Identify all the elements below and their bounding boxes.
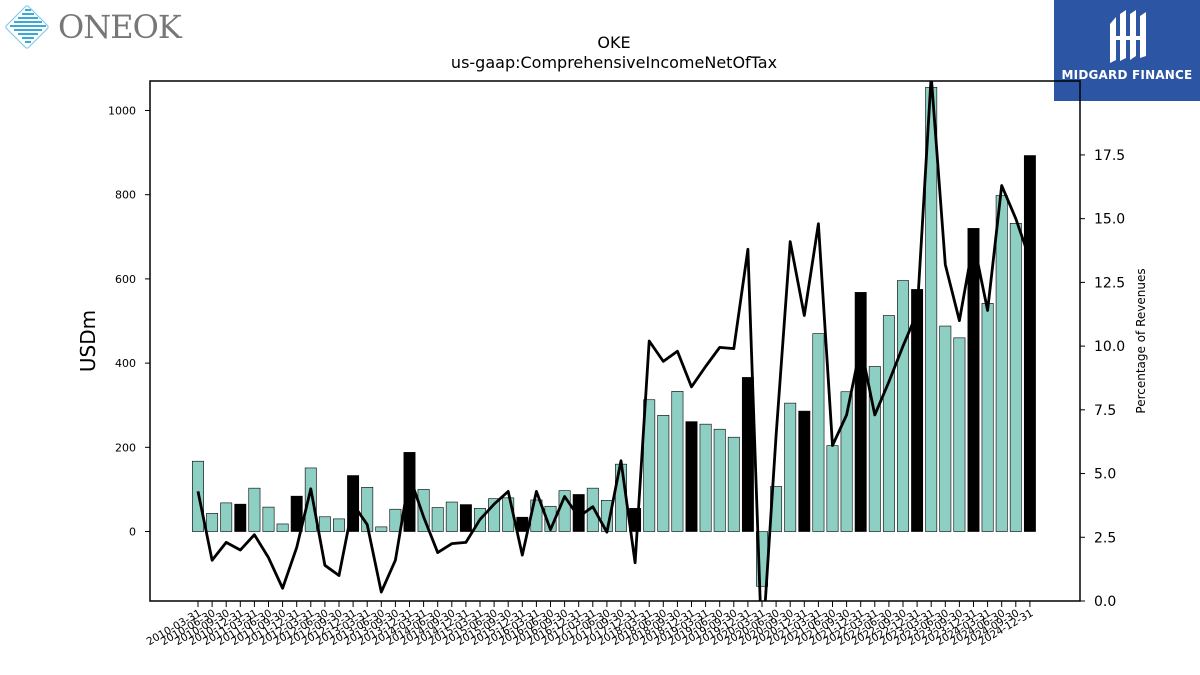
- y-axis: 0 200 400 600 800 1000: [108, 104, 150, 539]
- y2-tick-label: 0.0: [1094, 594, 1116, 610]
- chart-subtitle: us-gaap:ComprehensiveIncomeNetOfTax: [451, 53, 777, 72]
- bar: [995, 195, 1008, 532]
- y-tick-label: 800: [115, 189, 136, 202]
- bar: [1023, 155, 1036, 532]
- y2-tick-label: 10.0: [1094, 339, 1125, 355]
- bar: [882, 315, 895, 532]
- bar: [897, 280, 909, 532]
- bar: [643, 399, 656, 532]
- y2-tick-label: 2.5: [1094, 530, 1116, 546]
- bar: [685, 421, 698, 532]
- bar: [361, 487, 374, 532]
- bar: [276, 523, 289, 532]
- oneok-wordmark: ONEOK: [58, 8, 182, 46]
- bar: [375, 526, 388, 532]
- y2-tick-label: 12.5: [1094, 275, 1125, 291]
- bar: [741, 377, 754, 532]
- oneok-logo: ONEOK: [4, 4, 182, 50]
- bar: [206, 513, 219, 532]
- bar: [826, 445, 839, 532]
- bar: [459, 504, 472, 532]
- bar: [671, 391, 684, 532]
- bar: [318, 516, 331, 532]
- bar-series: [192, 87, 1036, 587]
- plot-frame: [149, 80, 1081, 602]
- bar: [798, 410, 811, 532]
- bar: [868, 366, 881, 532]
- y-tick-label: 200: [115, 441, 136, 454]
- y2-axis-label: Percentage of Revenues: [1134, 268, 1148, 413]
- y-tick-label: 1000: [108, 104, 136, 117]
- y2-tick-label: 5.0: [1094, 467, 1116, 483]
- bar: [516, 516, 529, 532]
- y-tick-label: 0: [129, 526, 136, 539]
- bar: [417, 489, 430, 532]
- bar: [657, 415, 670, 532]
- y-tick-label: 600: [115, 273, 136, 286]
- midgard-mark-icon: [1110, 10, 1146, 63]
- bar: [234, 503, 247, 532]
- midgard-brand-text: MIDGARD FINANCE: [1061, 68, 1193, 82]
- bar: [713, 428, 726, 532]
- y2-tick-label: 7.5: [1094, 403, 1116, 419]
- chart-title: OKE: [597, 33, 630, 52]
- y2-tick-label: 17.5: [1094, 148, 1125, 164]
- bar: [854, 292, 867, 532]
- bar: [784, 402, 797, 532]
- oneok-diamond-icon: [5, 5, 49, 49]
- bar: [1009, 223, 1022, 532]
- bar: [953, 337, 966, 532]
- bar: [939, 325, 952, 532]
- y2-axis: 0.0 2.5 5.0 7.5 10.0 12.5 15.0 17.5: [1080, 148, 1125, 610]
- midgard-finance-logo: MIDGARD FINANCE: [1054, 0, 1200, 101]
- bar: [262, 506, 275, 532]
- y-tick-label: 400: [115, 357, 136, 370]
- line-series: [196, 81, 1032, 601]
- bar: [431, 507, 444, 532]
- bar: [290, 495, 303, 532]
- percentage-line: [196, 81, 1032, 601]
- bar: [248, 487, 261, 532]
- bar: [840, 391, 853, 532]
- bar: [699, 423, 712, 532]
- bar: [220, 502, 233, 532]
- bar: [445, 501, 458, 532]
- bar: [304, 467, 317, 532]
- bar: [727, 436, 740, 532]
- y2-tick-label: 15.0: [1094, 212, 1125, 228]
- bar: [488, 498, 501, 532]
- bar: [967, 228, 980, 532]
- bar: [812, 333, 825, 532]
- y-axis-label: USDm: [76, 310, 100, 372]
- bar: [981, 303, 994, 532]
- x-axis: 2010-03-312010-06-302010-09-302010-12-31…: [145, 601, 1035, 648]
- bar: [333, 518, 345, 532]
